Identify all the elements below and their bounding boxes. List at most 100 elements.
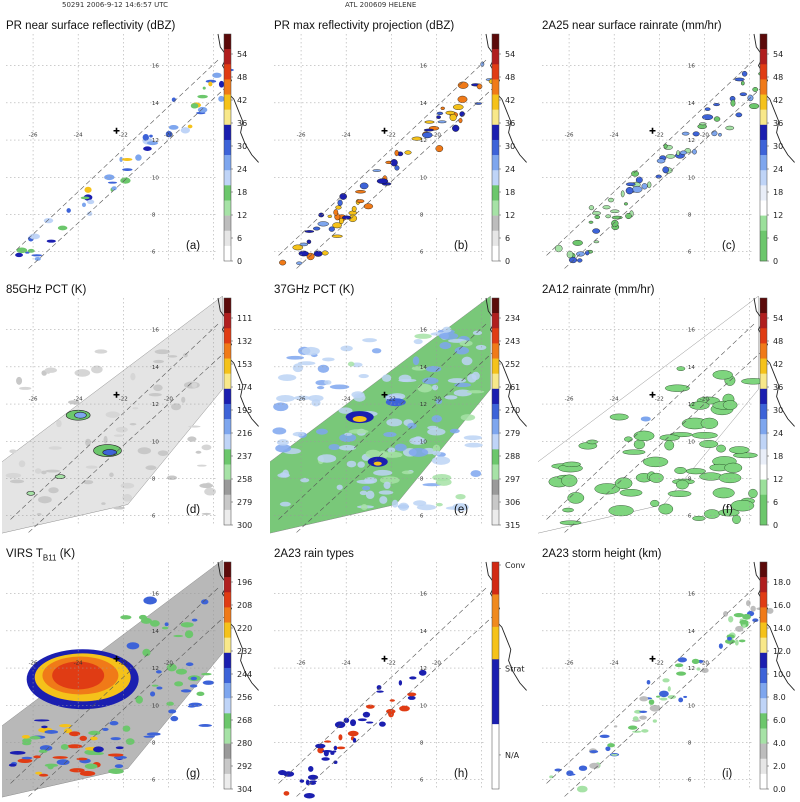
echo-cell xyxy=(332,222,342,229)
rain-area xyxy=(722,400,738,410)
panel-d-svg: -26 -24 -22 -20 16 14 12 10 8 6 111 132 153 174 195 216… xyxy=(2,295,259,534)
colorbar-bin xyxy=(492,562,499,595)
colorbar-tick-label: 232 xyxy=(237,647,252,656)
echo-cell xyxy=(639,715,647,720)
colorbar-bin xyxy=(760,449,767,465)
rain-area xyxy=(676,479,689,490)
panel-title-subscript: B11 xyxy=(42,553,57,563)
colorbar-tick-label: 237 xyxy=(237,452,252,461)
colorbar-bin xyxy=(760,230,767,247)
panel-a-svg: -26 -24 -22 -20 16 14 12 10 8 6 54 48 42 36 30 24 18 12 6 0 xyxy=(6,33,259,269)
field-cell xyxy=(386,418,403,427)
y-tick-label: 12 xyxy=(688,402,695,408)
echo-cell xyxy=(424,120,435,124)
cloud-band xyxy=(21,756,33,760)
colorbar-bin xyxy=(760,79,767,95)
echo-cell xyxy=(279,259,287,266)
swath-edge xyxy=(10,59,219,256)
field-cell xyxy=(187,436,197,442)
colorbar-bin xyxy=(224,667,231,684)
rain-area xyxy=(614,477,633,490)
echo-cell xyxy=(309,780,317,783)
colorbar-bin xyxy=(224,698,231,714)
echo-cell xyxy=(662,166,669,174)
colorbar-bin xyxy=(224,449,231,465)
colorbar-tick-label: 4.0 xyxy=(773,739,786,748)
echo-cell xyxy=(404,150,412,155)
gridlines xyxy=(542,34,754,261)
field-cell xyxy=(201,512,212,515)
y-tick-label: 10 xyxy=(688,703,695,709)
field-cell xyxy=(365,490,375,500)
echo-cell xyxy=(29,233,41,240)
colorbar-bin xyxy=(760,109,767,126)
echo-cell xyxy=(692,149,697,155)
field-cell xyxy=(459,340,473,347)
field-cell xyxy=(45,469,61,473)
echo-cell xyxy=(135,154,142,161)
panel-label: (a) xyxy=(186,240,201,252)
echo-cell xyxy=(315,743,326,749)
field-cell xyxy=(122,493,133,502)
colorbar-tick-label: 0 xyxy=(505,257,510,266)
cloud-band xyxy=(64,728,72,734)
colorbar-tick-label: 30 xyxy=(773,142,783,151)
colorbar-tick-label: 0 xyxy=(237,257,242,266)
field-cell xyxy=(276,439,289,446)
colorbar-tick-label: 280 xyxy=(237,739,252,748)
y-tick-label: 10 xyxy=(420,703,427,709)
colorbar-bin xyxy=(224,230,231,247)
y-tick-label: 14 xyxy=(688,629,695,635)
field-cell xyxy=(293,395,311,401)
field-cell xyxy=(36,513,42,516)
swath-edge xyxy=(546,587,755,784)
field-cell xyxy=(444,395,458,400)
field-cell xyxy=(471,371,480,381)
cloud-band xyxy=(84,763,98,770)
colorbar-bin xyxy=(224,34,231,50)
field-cell xyxy=(137,447,152,455)
echo-cell xyxy=(659,697,668,701)
colorbar-tick-label: 243 xyxy=(505,337,520,346)
echo-cell xyxy=(577,258,583,263)
colorbar-bin xyxy=(492,170,499,186)
echo-cell xyxy=(180,127,190,134)
cloud-band xyxy=(174,681,184,687)
swath-edge xyxy=(564,612,766,797)
cloud-band xyxy=(201,672,212,676)
field-cell xyxy=(277,473,290,478)
rain-area xyxy=(699,440,719,448)
echo-cell xyxy=(423,128,435,132)
y-tick-label: 16 xyxy=(420,64,427,70)
x-tick-label: -20 xyxy=(432,396,441,402)
echo-cell xyxy=(646,679,651,685)
field-cell xyxy=(19,386,32,390)
field-cell xyxy=(317,454,337,463)
colorbar-bin xyxy=(760,698,767,714)
colorbar: 234 243 252 261 270 279 288 297 306 315 xyxy=(491,297,520,530)
field-cell xyxy=(454,346,470,355)
field-cell xyxy=(472,330,483,336)
colorbar-tick-label: 54 xyxy=(505,50,515,59)
convective-core xyxy=(352,415,367,422)
panel-g-svg: -26 -24 -22 -20 16 14 12 10 8 6 196 208 220 232 244 256… xyxy=(2,559,259,798)
panel-i: -26 -24 -22 -20 16 14 12 10 8 6 18.0 16.0 14.0 12.0 10… xyxy=(538,542,800,802)
colorbar-bin xyxy=(492,124,499,141)
colorbar-bin xyxy=(492,659,499,693)
colorbar-bin xyxy=(224,464,231,480)
cloud-band xyxy=(44,763,59,768)
echo-cell xyxy=(323,750,329,757)
echo-cell xyxy=(632,716,639,721)
colorbar-bin xyxy=(760,124,767,141)
echo-cell xyxy=(168,125,179,130)
y-tick-label: 6 xyxy=(152,514,156,520)
colorbar-bin xyxy=(760,64,767,80)
echo-cell xyxy=(713,116,721,122)
field-cell xyxy=(201,444,212,451)
rain-area xyxy=(594,483,621,495)
colorbar-bin xyxy=(492,298,499,314)
colorbar-tick-label: 24 xyxy=(237,165,247,174)
echo-cell xyxy=(317,221,329,227)
colorbar-tick-label: 18 xyxy=(505,188,515,197)
colorbar-frame xyxy=(759,297,768,526)
